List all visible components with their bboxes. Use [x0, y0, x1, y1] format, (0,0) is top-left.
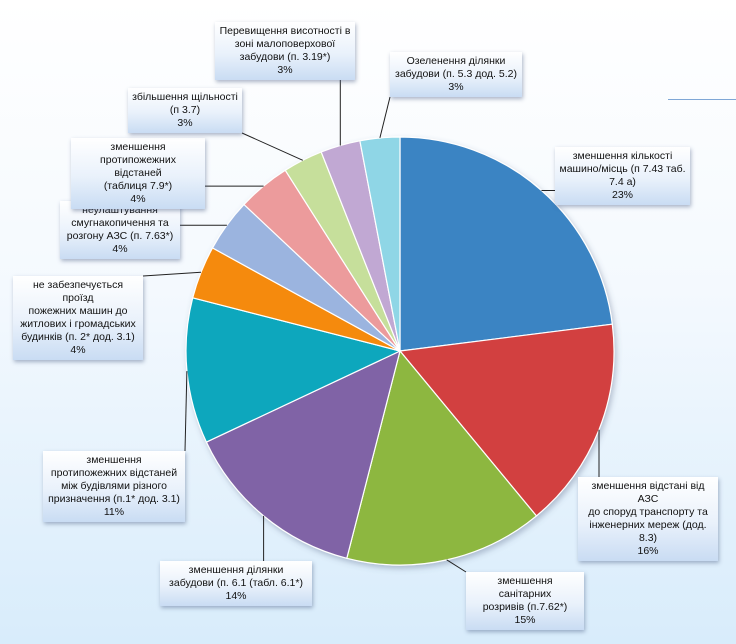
slice-label-text: зменшення протипожежних відстаней між бу… [48, 454, 180, 505]
slice-label-percent: 4% [112, 243, 128, 255]
leader-line-fire-distance-buildings [184, 371, 188, 452]
slice-label-text: Озеленення ділянки забудови (п. 5.3 дод.… [395, 55, 517, 80]
leader-lines [142, 80, 600, 573]
pie-slice-plot-size [205, 349, 401, 560]
slice-label-text: зменшення ділянки забудови (п. 6.1 (табл… [169, 564, 303, 589]
slice-label-percent: 23% [611, 189, 633, 201]
slice-label-percent: 3% [277, 64, 293, 76]
slice-label-plot-size: зменшення ділянки забудови (п. 6.1 (табл… [160, 561, 312, 606]
leader-line-fire-trucks-access [142, 271, 202, 277]
slice-label-text: зменшення протипожежних відстаней (табли… [100, 141, 176, 192]
slice-label-acceleration-lanes: неулаштування смугнакопичення та розгону… [60, 201, 180, 259]
slice-label-percent: 11% [103, 506, 125, 518]
decorative-line [668, 99, 736, 100]
slice-label-text: неулаштування смугнакопичення та розгону… [66, 204, 174, 242]
slice-label-text: Перевищення висотності в зоні малоповерх… [219, 25, 351, 63]
slice-label-text: не забезпечується проїзд пожежних машин … [20, 279, 136, 343]
slice-label-percent: 16% [637, 545, 659, 557]
slice-label-sanitary-gaps: зменшення санітарних розривів (п.7.62*) … [466, 572, 584, 630]
slice-label-percent: 3% [448, 81, 464, 93]
pie-slice-sanitary-gaps [346, 349, 538, 566]
pie-slice-gas-station-distance [398, 323, 615, 517]
slice-label-percent: 14% [225, 590, 247, 602]
slice-label-text: зменшення санітарних розривів (п.7.62*) [482, 575, 568, 613]
leader-line-greening [379, 96, 391, 139]
slice-label-fire-trucks-access: не забезпечується проїзд пожежних машин … [13, 276, 143, 360]
slice-label-gas-station-distance: зменшення відстані від АЗС до споруд тра… [578, 477, 718, 561]
slice-label-height-excess: Перевищення висотності в зоні малоповерх… [215, 22, 355, 80]
slice-label-parking-spaces: зменшення кількості машино/місць (п 7.43… [555, 147, 690, 205]
pie-slices [185, 136, 615, 566]
slice-label-text: зменшення кількості машино/місць (п 7.43… [559, 150, 686, 188]
slice-label-text: збільшення щільності (п 3.7) [132, 91, 238, 116]
slice-label-percent: 4% [70, 344, 86, 356]
slice-label-fire-distance-buildings: зменшення протипожежних відстаней між бу… [43, 451, 185, 522]
slice-label-fire-distance-table: зменшення протипожежних відстаней (табли… [71, 138, 205, 209]
slice-label-density-increase: збільшення щільності (п 3.7) 3% [128, 88, 242, 133]
slice-label-percent: 4% [130, 193, 146, 205]
pie-slice-greening [359, 136, 401, 352]
slice-label-percent: 3% [177, 117, 193, 129]
slice-label-percent: 15% [514, 614, 536, 626]
leader-line-sanitary-gaps [446, 559, 467, 573]
slice-label-text: зменшення відстані від АЗС до споруд тра… [588, 480, 708, 544]
slice-label-greening: Озеленення ділянки забудови (п. 5.3 дод.… [390, 52, 522, 97]
leader-line-density-increase [241, 132, 304, 161]
